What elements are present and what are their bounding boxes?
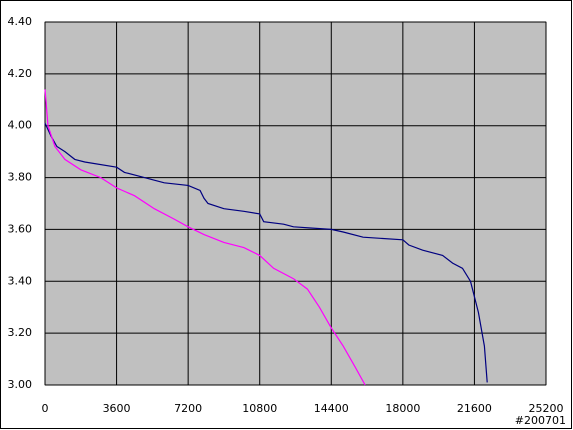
- y-tick-label: 4.20: [8, 67, 33, 80]
- y-tick-label: 3.00: [8, 378, 33, 391]
- y-tick-label: 3.80: [8, 171, 33, 184]
- y-tick-label: 3.60: [8, 222, 33, 235]
- x-tick-label: 3600: [103, 402, 131, 415]
- y-tick-label: 4.40: [8, 15, 33, 28]
- x-tick-label: 25200: [529, 402, 564, 415]
- series-line: [44, 122, 488, 383]
- y-tick-label: 4.00: [8, 119, 33, 132]
- x-tick-label: 10800: [242, 402, 277, 415]
- x-tick-label: 21600: [457, 402, 492, 415]
- x-tick-label: 18000: [385, 402, 420, 415]
- x-tick-label: 7200: [174, 402, 202, 415]
- plot-area: [44, 21, 547, 386]
- annotation: #200701: [515, 414, 566, 427]
- x-tick-label: 0: [42, 402, 49, 415]
- y-tick-label: 3.40: [8, 274, 33, 287]
- y-tick-label: 3.20: [8, 326, 33, 339]
- x-tick-label: 14400: [314, 402, 349, 415]
- series-line: [44, 89, 366, 386]
